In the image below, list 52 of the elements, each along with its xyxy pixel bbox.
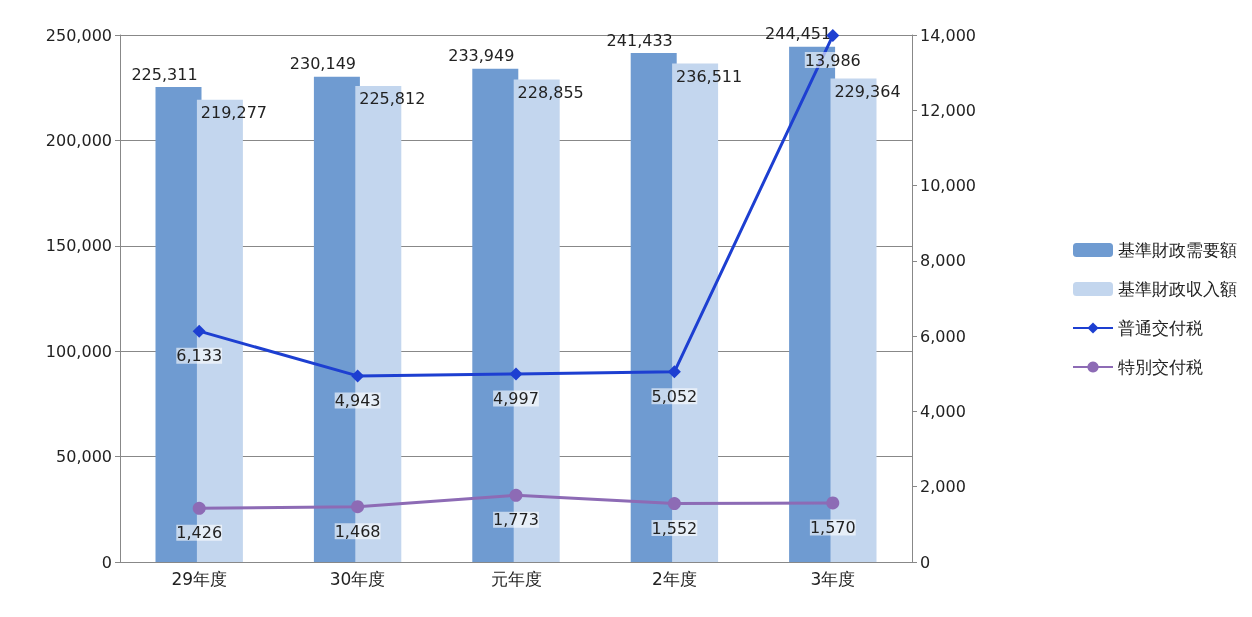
x-tick-label: 29年度: [171, 568, 228, 589]
legend-label: 基準財政収入額: [1118, 279, 1237, 299]
legend-label: 基準財政需要額: [1118, 240, 1237, 260]
data-label: 1,552: [651, 518, 698, 538]
data-label: 1,773: [493, 510, 539, 530]
data-label: 4,997: [493, 388, 539, 408]
x-tick-label: 元年度: [490, 568, 542, 589]
y2-tick-label: 6,000: [920, 326, 966, 346]
data-label: 229,364: [834, 82, 901, 101]
data-label: 233,949: [448, 46, 515, 66]
data-label: 5,052: [651, 386, 698, 406]
y2-tick-label: 8,000: [920, 251, 966, 271]
point: [351, 500, 365, 514]
y2-tick-label: 2,000: [920, 477, 966, 497]
point: [509, 488, 523, 502]
point: [667, 365, 681, 379]
data-label: 225,812: [359, 89, 426, 109]
data-label: 1,570: [809, 517, 856, 537]
data-label: 228,855: [517, 83, 584, 103]
data-label: 230,149: [289, 54, 356, 74]
data-label: 219,277: [200, 103, 267, 123]
y2-tick-label: 0: [920, 552, 931, 572]
point: [192, 501, 206, 515]
y-tick-label: 250,000: [45, 25, 112, 45]
data-label: 1,426: [176, 523, 223, 543]
y-tick-label: 0: [101, 552, 112, 572]
data-label: 6,133: [176, 346, 223, 366]
x-tick-label: 30年度: [329, 568, 386, 589]
y2-tick-label: 14,000: [920, 25, 976, 45]
y2-tick-label: 12,000: [920, 100, 976, 120]
x-tick-label: 3年度: [810, 568, 856, 589]
point: [667, 497, 681, 511]
y-tick-label: 150,000: [45, 236, 112, 256]
legend-label: 特別交付税: [1118, 357, 1203, 377]
data-label: 4,943: [334, 390, 381, 410]
y-tick-label: 200,000: [45, 130, 112, 150]
data-label: 13,986: [804, 50, 861, 70]
data-label: 236,511: [676, 66, 743, 86]
point: [826, 496, 840, 510]
data-label: 1,468: [334, 521, 381, 541]
x-tick-label: 2年度: [651, 568, 697, 589]
data-label: 244,451: [765, 24, 832, 44]
point: [351, 369, 365, 383]
y2-tick-label: 10,000: [920, 176, 976, 196]
y2-tick-label: 4,000: [920, 401, 966, 421]
legend-label: 普通交付税: [1118, 318, 1203, 338]
point: [192, 324, 206, 338]
y-tick-label: 50,000: [56, 447, 112, 467]
data-label: 225,311: [131, 64, 198, 84]
point: [509, 367, 523, 381]
data-label: 241,433: [606, 30, 673, 50]
y-tick-label: 100,000: [45, 341, 112, 361]
